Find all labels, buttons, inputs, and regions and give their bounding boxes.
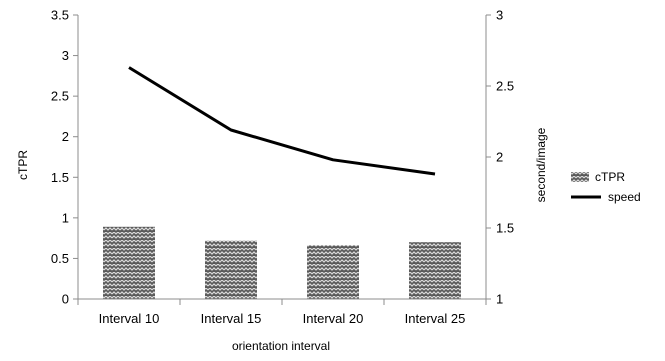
bars-layer [103,226,461,299]
y-tick-label: 1 [62,210,69,225]
y-tick-label: 2 [62,129,69,144]
ticks-layer: 0 0.5 1 1.5 2 2.5 3 3.5 1 1.5 2 2.5 3 Interval 10 Inte… [51,8,514,327]
y2-axis-title: second/image [534,127,548,202]
bar-ctpr-2 [205,240,257,299]
line-speed [128,66,436,176]
y2-tick-label: 1.5 [496,221,514,236]
bar-ctpr-4 [409,242,461,299]
y-tick-label: 2.5 [51,89,69,104]
x-tick-label: Interval 25 [405,311,466,326]
x-axis-title: orientation interval [232,339,330,353]
y-tick-label: 0 [62,292,69,307]
y-tick-label: 1.5 [51,170,69,185]
y-axis-title: cTPR [16,150,30,180]
x-tick-label: Interval 15 [201,311,262,326]
bar-ctpr-3 [307,245,359,299]
y2-tick-label: 1 [496,292,503,307]
legend-label-speed: speed [608,190,641,204]
y2-tick-label: 2.5 [496,79,514,94]
bar-ctpr-1 [103,226,155,299]
legend: cTPR speed [571,170,641,204]
y-tick-label: 0.5 [51,251,69,266]
axes-layer [73,14,491,305]
y-tick-label: 3 [62,48,69,63]
legend-label-ctpr: cTPR [595,170,625,184]
y-tick-label: 3.5 [51,8,69,23]
legend-swatch-ctpr [571,172,589,182]
line-layer [128,66,436,176]
x-tick-label: Interval 10 [99,311,160,326]
y2-tick-label: 2 [496,150,503,165]
y2-tick-label: 3 [496,8,503,23]
x-tick-label: Interval 20 [303,311,364,326]
